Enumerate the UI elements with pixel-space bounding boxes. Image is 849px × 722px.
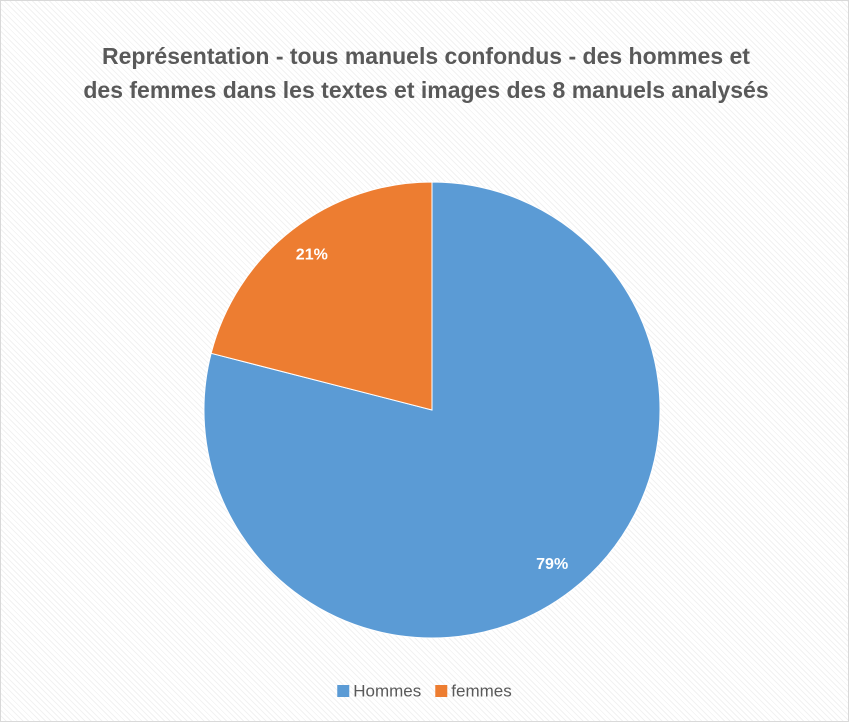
data-label: 21%: [296, 246, 328, 263]
legend-swatch: [337, 685, 350, 697]
legend-swatch: [435, 685, 448, 697]
data-label: 79%: [536, 556, 568, 573]
pie-slice: [210, 181, 433, 411]
legend-label: femmes: [451, 681, 511, 700]
legend-label: Hommes: [353, 681, 421, 700]
chart-title: Représentation - tous manuels confondus …: [83, 43, 769, 103]
